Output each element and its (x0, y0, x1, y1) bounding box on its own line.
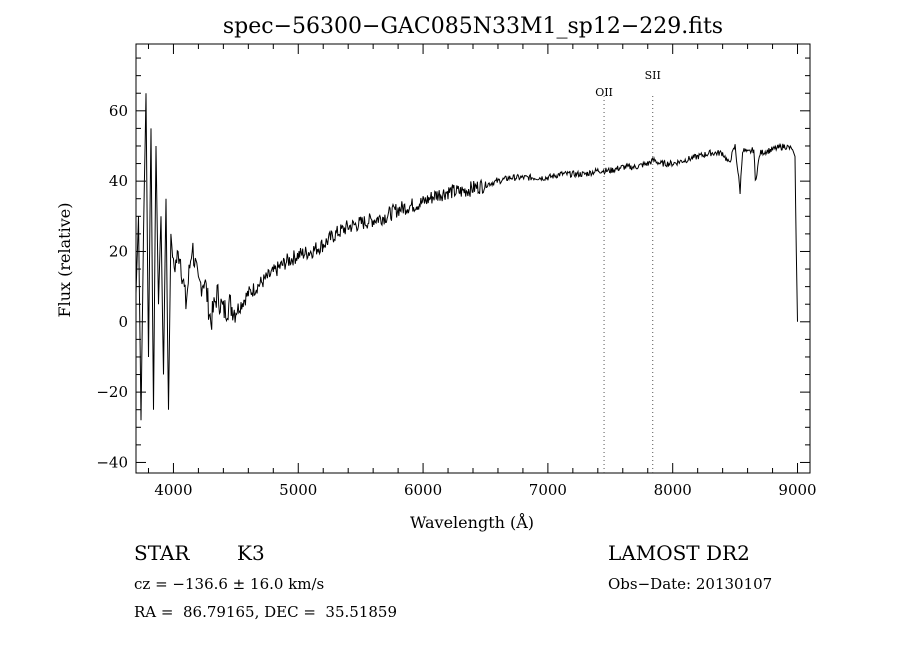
y-tick-label: −20 (96, 383, 128, 401)
emission-line-markers: OII SII (595, 69, 661, 473)
plot-area (135, 43, 811, 474)
chart-title: spec−56300−GAC085N33M1_sp12−229.fits (223, 14, 723, 39)
y-axis-label: Flux (relative) (55, 203, 74, 318)
object-subclass: K3 (237, 541, 265, 565)
y-tick-label: 40 (109, 172, 128, 190)
observation-date: Obs−Date: 20130107 (608, 575, 773, 593)
x-tick-label: 5000 (279, 481, 317, 499)
y-tick-label: 20 (109, 242, 128, 260)
x-axis-label: Wavelength (Å) (410, 512, 534, 532)
tick-labels: 4000 5000 6000 7000 8000 9000 −40 −20 0 20 40 60 (96, 102, 816, 499)
y-tick-label: −40 (96, 453, 128, 471)
axis-ticks (136, 44, 810, 473)
redshift-cz: cz = −136.6 ± 16.0 km/s (134, 575, 325, 593)
object-class: STAR (134, 541, 190, 565)
x-tick-label: 9000 (778, 481, 816, 499)
y-tick-label: 60 (109, 102, 128, 120)
plot-frame (135, 43, 811, 474)
survey-name: LAMOST DR2 (608, 541, 750, 565)
marker-label-sii: SII (645, 69, 661, 82)
spectrum-series-line (136, 93, 798, 421)
x-tick-label: 8000 (654, 481, 692, 499)
ra-dec-coordinates: RA = 86.79165, DEC = 35.51859 (134, 603, 398, 621)
y-tick-label: 0 (118, 313, 128, 331)
x-tick-label: 7000 (529, 481, 567, 499)
marker-label-oii: OII (595, 86, 613, 99)
x-tick-label: 4000 (154, 481, 192, 499)
x-tick-label: 6000 (404, 481, 442, 499)
